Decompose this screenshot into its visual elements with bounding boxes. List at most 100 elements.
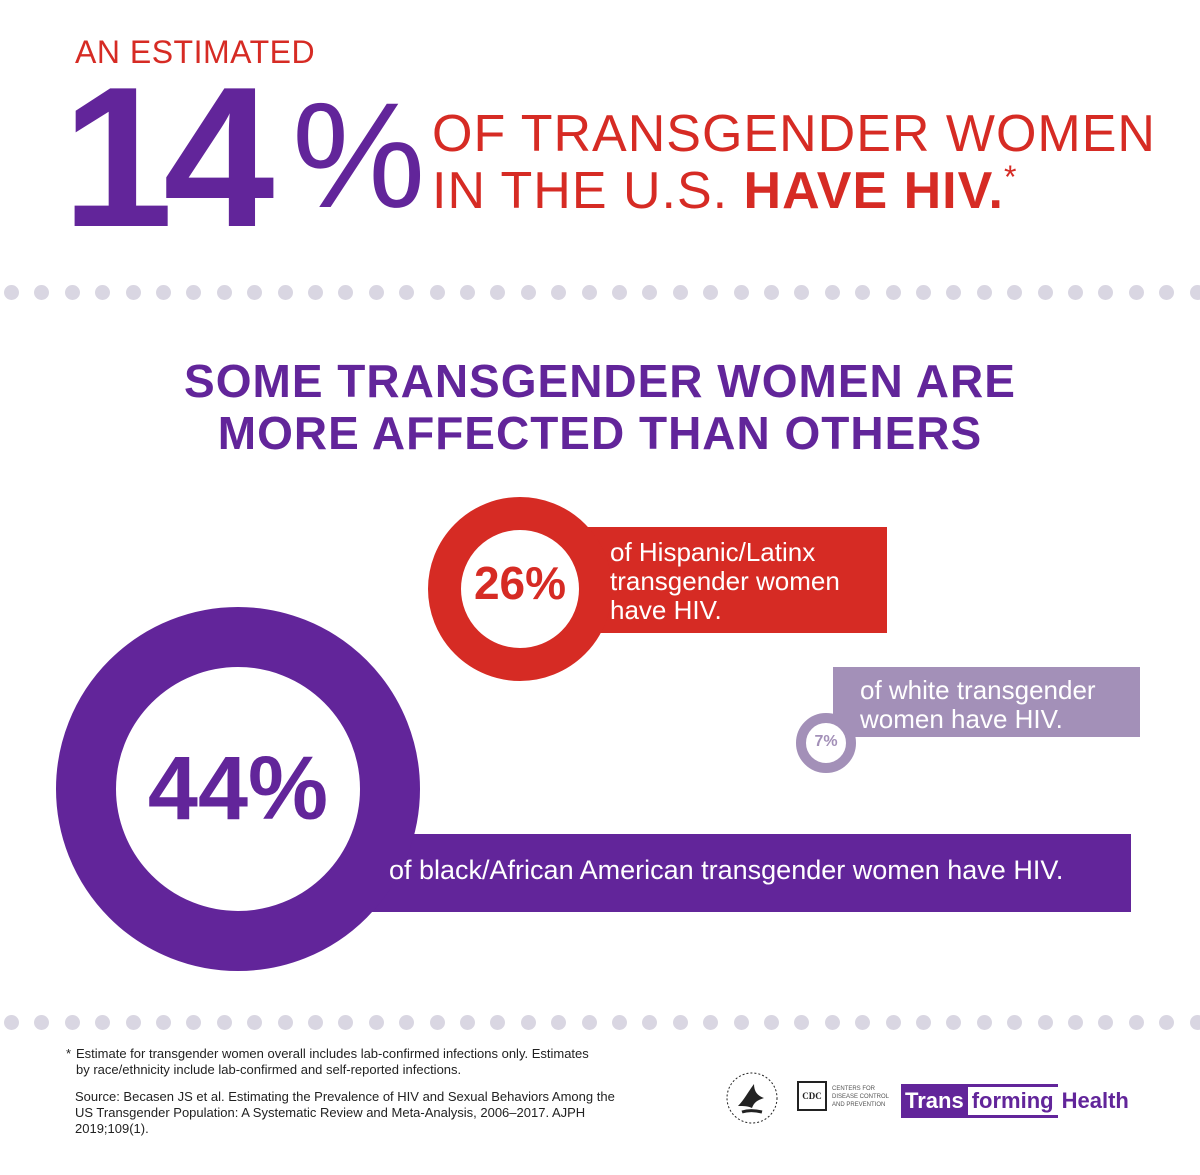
footnote: * Estimate for transgender women overall… [66, 1046, 606, 1078]
divider-dot [277, 285, 293, 300]
divider-dot [460, 285, 475, 300]
divider-dot [1007, 285, 1023, 300]
headline-asterisk: * [1003, 159, 1018, 195]
divider-dot [95, 285, 111, 300]
divider-dot [216, 285, 232, 300]
divider-dot [399, 285, 415, 300]
source-citation: Source: Becasen JS et al. Estimating the… [75, 1089, 615, 1136]
hispanic-stat-value: 26% [473, 557, 567, 609]
divider-dot [916, 1015, 931, 1030]
divider-dot [733, 1015, 749, 1030]
divider-dot [581, 285, 597, 300]
divider-dot [186, 285, 202, 300]
divider-dot [1128, 285, 1144, 300]
divider-dot [308, 285, 323, 300]
hhs-eagle-logo [724, 1070, 780, 1126]
hispanic-text-line-2: transgender women [610, 566, 840, 596]
divider-dot [125, 1015, 141, 1030]
divider-dot [581, 1015, 597, 1030]
divider-dot [399, 1015, 415, 1030]
divider-dot [1189, 285, 1200, 300]
divider-dot [976, 285, 992, 300]
footnote-star: * [66, 1046, 72, 1061]
divider-dot [460, 1015, 475, 1030]
footnote-text: Estimate for transgender women overall i… [76, 1046, 589, 1077]
headline-line-1: OF TRANSGENDER WOMEN [432, 105, 1156, 163]
divider-dot [733, 285, 749, 300]
divider-dot [916, 285, 931, 300]
divider-dot [824, 285, 840, 300]
divider-dot [4, 1015, 19, 1030]
divider-dot [368, 1015, 384, 1030]
divider-dot [1159, 1015, 1175, 1030]
black-stat-text: of black/African American transgender wo… [389, 855, 1064, 885]
divider-dot [1068, 285, 1083, 300]
white-stat-ring [796, 713, 856, 773]
divider-dot [794, 285, 810, 300]
divider-dot [338, 1015, 354, 1030]
divider-dot [672, 285, 688, 300]
divider-dot [368, 285, 384, 300]
black-stat-value: 44% [147, 739, 329, 839]
divider-dot [216, 1015, 232, 1030]
divider-dot [247, 285, 263, 300]
divider-dot [4, 285, 19, 300]
divider-dot [429, 1015, 445, 1030]
divider-dot [64, 285, 80, 300]
divider-dot [885, 1015, 901, 1030]
divider-dot [186, 1015, 202, 1030]
divider-dot [551, 1015, 567, 1030]
divider-dot [125, 285, 141, 300]
divider-dot [1189, 1015, 1200, 1030]
divider-dot [34, 285, 50, 300]
divider-dot [34, 1015, 50, 1030]
cdc-logo-subtext: CENTERS FOR DISEASE CONTROL AND PREVENTI… [832, 1086, 889, 1108]
brand-health: Health [1061, 1088, 1129, 1113]
divider-dot [946, 1015, 962, 1030]
white-stat-text: of white transgender women have HIV. [860, 676, 1096, 734]
divider-dot [855, 1015, 871, 1030]
divider-dot [642, 1015, 658, 1030]
headline-stat-number: 14 [62, 46, 274, 269]
divider-dot [794, 1015, 810, 1030]
divider-dot [156, 1015, 171, 1030]
divider-dot [642, 285, 658, 300]
white-text-line-1: of white transgender [860, 675, 1096, 705]
divider-dot [855, 285, 871, 300]
divider-dot [764, 285, 779, 300]
hispanic-text-line-3: have HIV. [610, 595, 722, 625]
divider-dot [885, 285, 901, 300]
divider-dot [946, 285, 962, 300]
divider-dot [1068, 1015, 1083, 1030]
dotted-divider-bottom [0, 1015, 1200, 1031]
divider-dot [612, 1015, 627, 1030]
divider-dot [95, 1015, 111, 1030]
white-text-line-2: women have HIV. [860, 704, 1063, 734]
divider-dot [824, 1015, 840, 1030]
hispanic-text-line-1: of Hispanic/Latinx [610, 537, 816, 567]
headline-line-2: IN THE U.S. HAVE HIV.* [432, 161, 1017, 217]
transforming-health-logo: Trans forming Health [901, 1084, 1129, 1118]
divider-dot [1159, 285, 1175, 300]
divider-dot [277, 1015, 293, 1030]
divider-dot [703, 285, 719, 300]
divider-dot [156, 285, 171, 300]
divider-dot [976, 1015, 992, 1030]
divider-dot [1098, 1015, 1114, 1030]
brand-trans: Trans [901, 1084, 968, 1118]
divider-dot [551, 285, 567, 300]
kicker-text: AN ESTIMATED [75, 34, 316, 70]
subheading-line-2: MORE AFFECTED THAN OTHERS [217, 407, 983, 459]
divider-dot [1098, 285, 1114, 300]
divider-dot [612, 285, 627, 300]
divider-dot [703, 1015, 719, 1030]
divider-dot [520, 285, 536, 300]
divider-dot [1007, 1015, 1023, 1030]
divider-dot [672, 1015, 688, 1030]
subheading-line-1: SOME TRANSGENDER WOMEN ARE [184, 355, 1016, 407]
divider-dot [338, 285, 354, 300]
divider-dot [490, 1015, 506, 1030]
divider-dot [64, 1015, 80, 1030]
divider-dot [429, 285, 445, 300]
hispanic-stat-text: of Hispanic/Latinx transgender women hav… [610, 538, 840, 625]
